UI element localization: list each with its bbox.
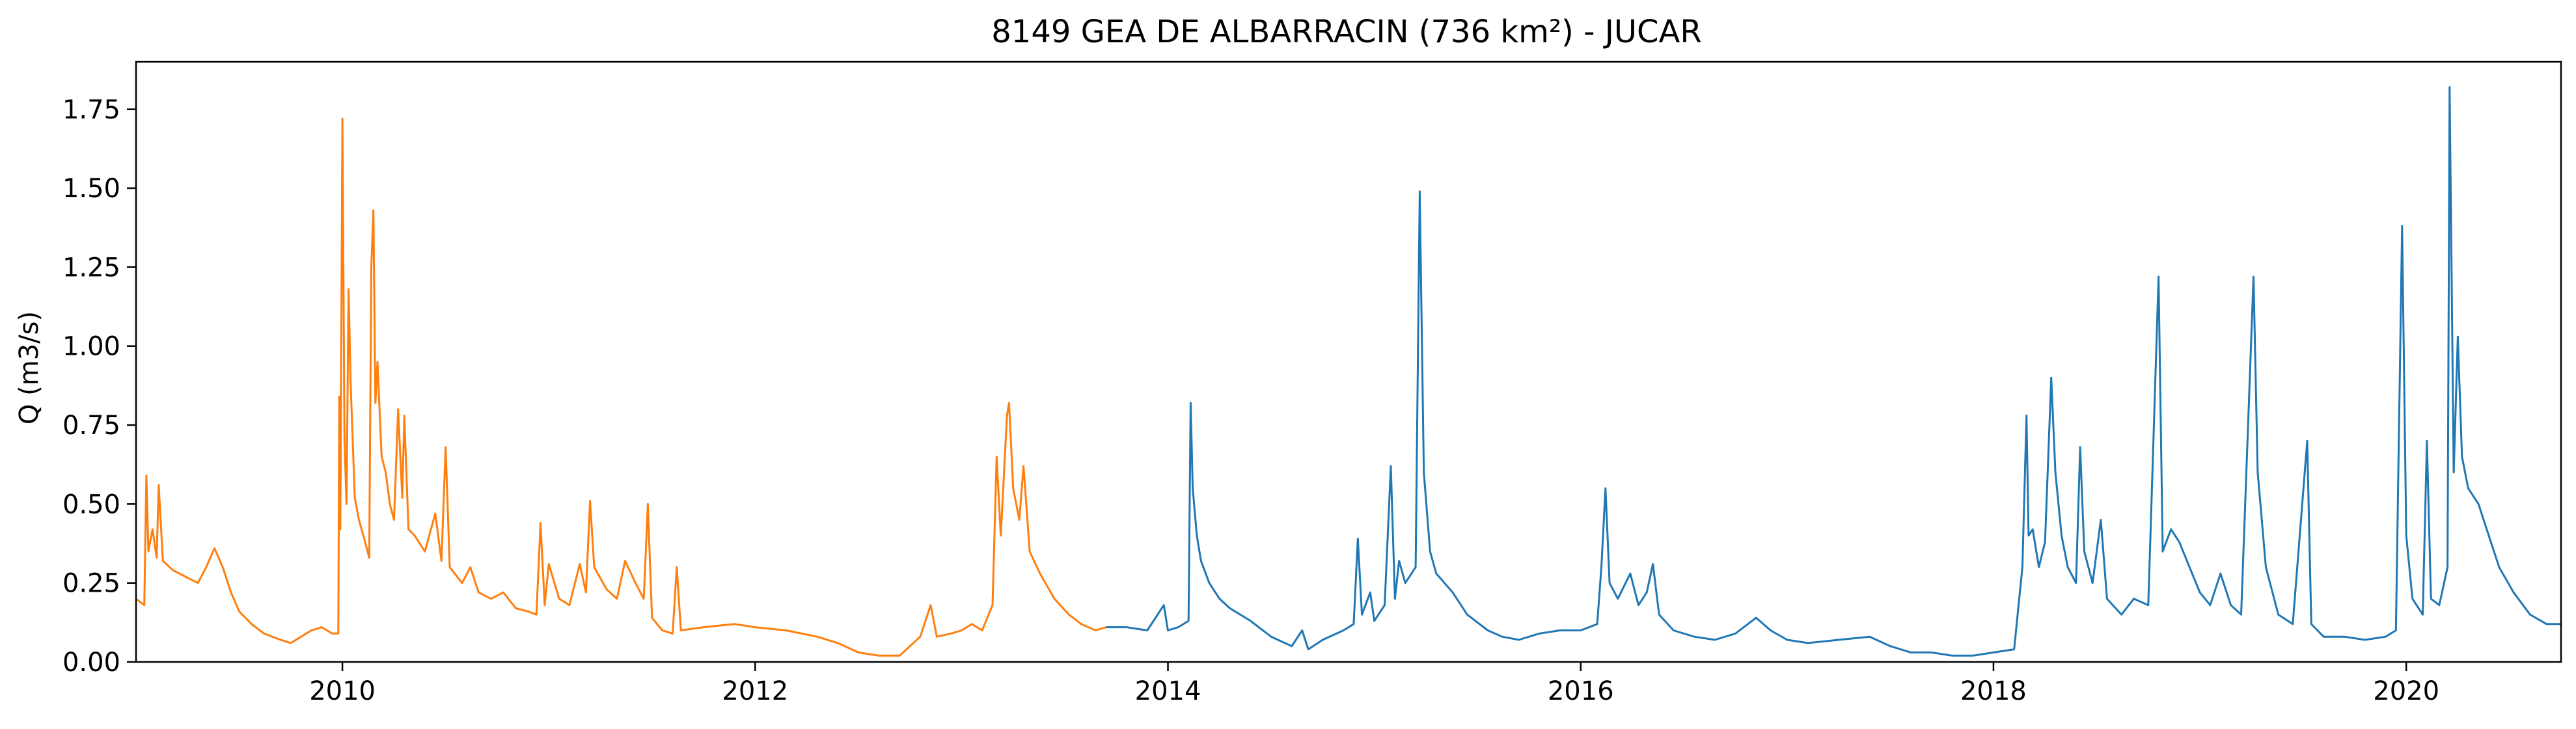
y-tick-label: 1.25: [62, 253, 120, 282]
y-tick-label: 1.75: [62, 95, 120, 125]
y-tick-label: 0.25: [62, 569, 120, 599]
x-tick-label: 2018: [1960, 676, 2027, 706]
series-line-2: [1106, 86, 2561, 657]
y-axis-ticks: 0.00 0.25 0.50 0.75 1.00 1.25 1.50 1.75: [62, 95, 136, 678]
y-tick-label: 1.50: [62, 174, 120, 204]
y-tick-label: 1.00: [62, 332, 120, 362]
y-tick-label: 0.00: [62, 648, 120, 678]
x-tick-label: 2014: [1135, 676, 1201, 706]
y-tick-label: 0.75: [62, 411, 120, 441]
y-axis-label: Q (m3/s): [14, 311, 44, 424]
x-tick-label: 2010: [309, 676, 376, 706]
x-tick-label: 2012: [722, 676, 788, 706]
chart-title: 8149 GEA DE ALBARRACIN (736 km²) - JUCAR: [991, 14, 1701, 50]
y-tick-label: 0.50: [62, 489, 120, 519]
series-line-1: [135, 117, 1106, 657]
series-layer: [135, 86, 2561, 657]
x-tick-label: 2016: [1548, 676, 1614, 706]
x-axis-ticks: 2010 2012 2014 2016 2018 2020: [309, 662, 2439, 706]
x-tick-label: 2020: [2373, 676, 2439, 706]
plot-frame: [135, 61, 2562, 663]
